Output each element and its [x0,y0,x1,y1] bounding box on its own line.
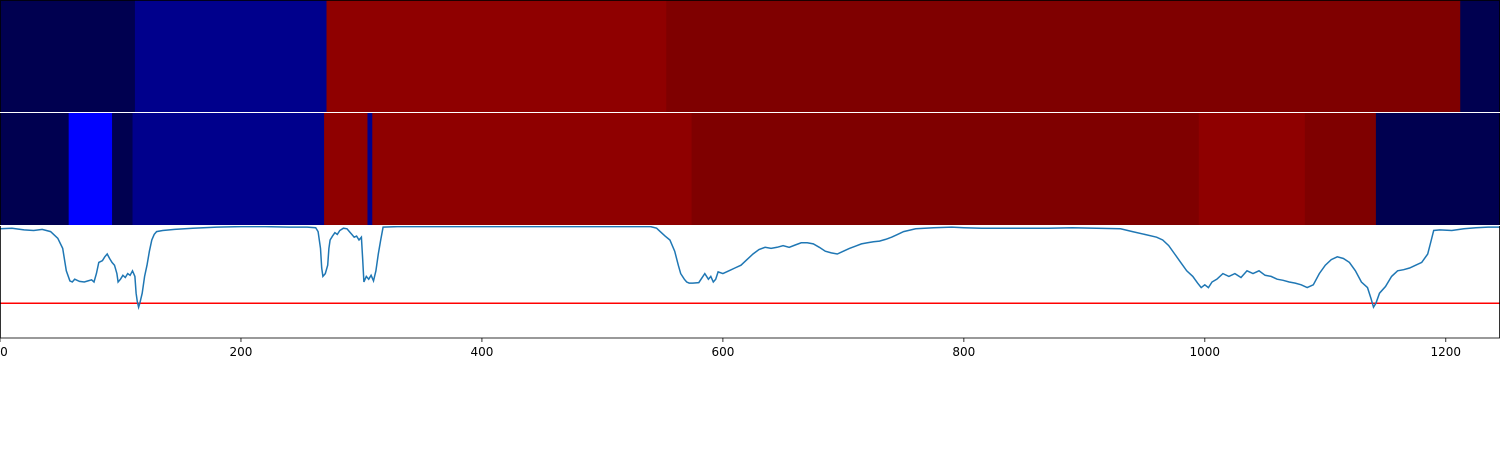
x-tick-label: 1200 [1431,345,1462,359]
band-2-segment [68,113,113,225]
band-2-segment [132,113,325,225]
x-axis: 0 200 400 600 800 1000 1200 [0,338,1461,359]
band-1-segment [666,0,1461,112]
band-2-segment [367,113,373,225]
band-2-segment [0,113,70,225]
band-2-segment [1198,113,1306,225]
band-2-segment [112,113,134,225]
band-2-segment [372,113,693,225]
band-1-segment [1460,0,1500,112]
x-tick-label: 600 [711,345,734,359]
band-1-segment [0,0,136,112]
band-2-segment [1375,113,1500,225]
heatmap-bands [0,0,1500,225]
band-2-segment [324,113,368,225]
band-2-segment [1304,113,1377,225]
line-panel-background [0,226,1500,338]
x-tick-label: 200 [230,345,253,359]
x-tick-label: 0 [0,345,8,359]
band-2-segment [691,113,1200,225]
x-tick-label: 800 [952,345,975,359]
band-1-segment [134,0,328,112]
x-tick-label: 1000 [1190,345,1221,359]
x-tick-label: 400 [470,345,493,359]
band-1-segment [326,0,667,112]
series-line [0,225,1500,311]
line-panel [0,225,1500,338]
